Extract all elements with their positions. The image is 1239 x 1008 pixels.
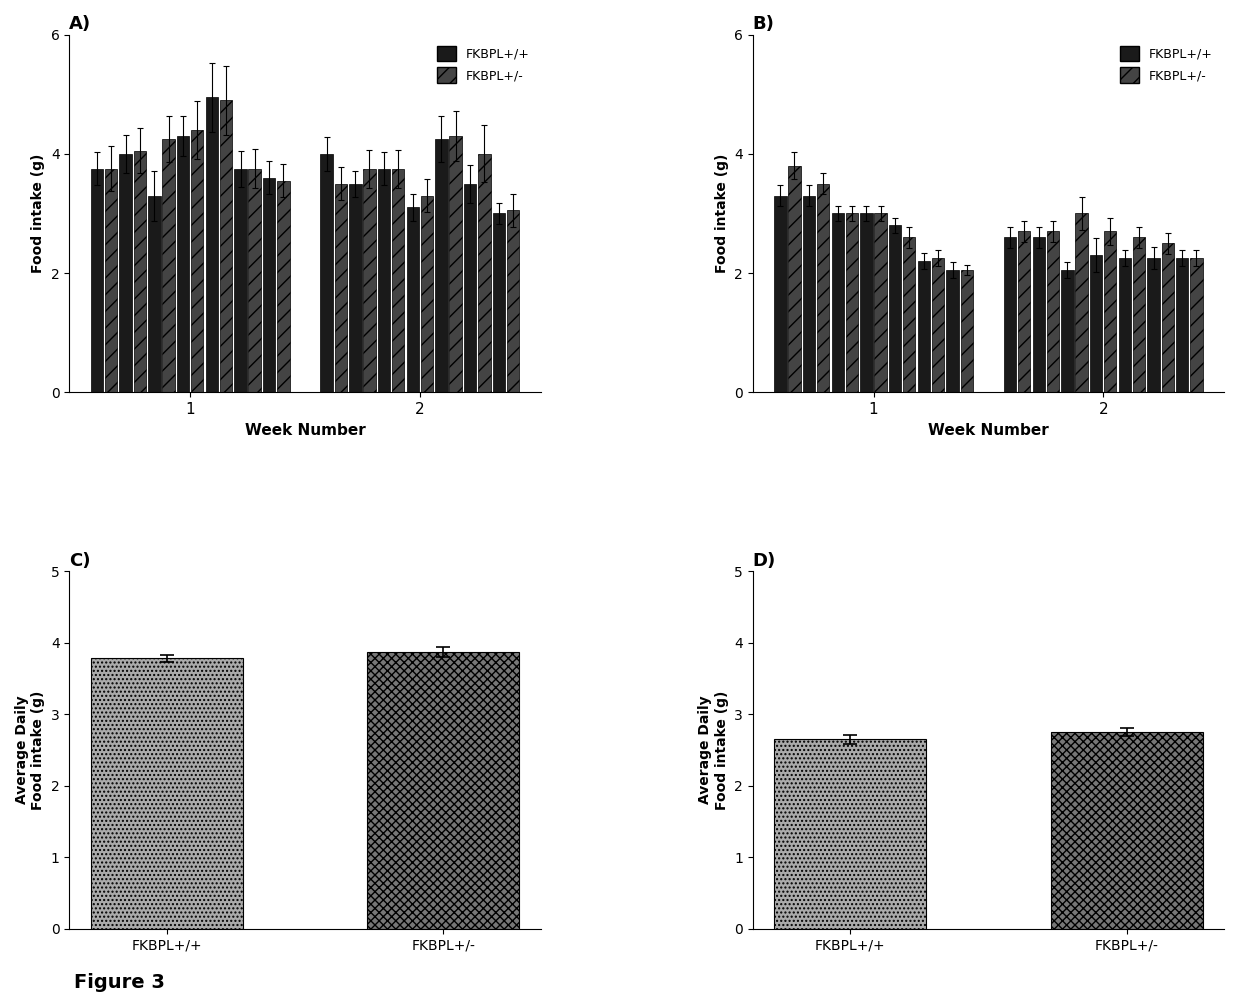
Bar: [392, 168, 404, 392]
Bar: [918, 261, 930, 392]
Bar: [774, 739, 927, 929]
Bar: [1051, 732, 1203, 929]
Bar: [1176, 258, 1188, 392]
Bar: [1132, 237, 1145, 392]
Bar: [1104, 231, 1116, 392]
Bar: [1032, 237, 1044, 392]
Bar: [177, 136, 190, 392]
Bar: [947, 270, 959, 392]
Text: A): A): [69, 15, 92, 33]
Bar: [335, 183, 347, 392]
Bar: [1018, 231, 1031, 392]
Bar: [1047, 231, 1059, 392]
Legend: FKBPL+/+, FKBPL+/-: FKBPL+/+, FKBPL+/-: [1115, 40, 1218, 88]
Bar: [831, 214, 844, 392]
Bar: [435, 139, 447, 392]
Bar: [263, 177, 275, 392]
Text: D): D): [753, 551, 776, 570]
Bar: [932, 258, 944, 392]
Bar: [846, 214, 859, 392]
Bar: [903, 237, 916, 392]
Bar: [493, 214, 506, 392]
Bar: [507, 211, 519, 392]
Bar: [349, 183, 362, 392]
Y-axis label: Food intake (g): Food intake (g): [31, 154, 45, 273]
Bar: [1119, 258, 1131, 392]
Bar: [817, 183, 829, 392]
Bar: [162, 139, 175, 392]
Bar: [1062, 270, 1074, 392]
Bar: [450, 136, 462, 392]
Bar: [788, 165, 800, 392]
Text: Figure 3: Figure 3: [74, 973, 165, 992]
Bar: [90, 168, 103, 392]
Bar: [960, 270, 973, 392]
Bar: [149, 196, 161, 392]
Bar: [478, 154, 491, 392]
Bar: [774, 196, 787, 392]
Bar: [463, 183, 476, 392]
Y-axis label: Food intake (g): Food intake (g): [715, 154, 729, 273]
Bar: [1090, 255, 1103, 392]
Bar: [234, 168, 247, 392]
Bar: [134, 151, 146, 392]
Bar: [1147, 258, 1160, 392]
Bar: [278, 180, 290, 392]
Bar: [1075, 214, 1088, 392]
Bar: [378, 168, 390, 392]
Bar: [875, 214, 887, 392]
Y-axis label: Average Daily
Food intake (g): Average Daily Food intake (g): [699, 690, 729, 809]
Bar: [191, 130, 203, 392]
Bar: [367, 652, 519, 929]
Bar: [90, 658, 243, 929]
X-axis label: Week Number: Week Number: [244, 422, 366, 437]
Bar: [1191, 258, 1203, 392]
Bar: [406, 208, 419, 392]
Text: B): B): [753, 15, 774, 33]
Text: C): C): [69, 551, 90, 570]
Bar: [249, 168, 261, 392]
Bar: [363, 168, 375, 392]
Bar: [105, 168, 118, 392]
Bar: [888, 226, 901, 392]
Bar: [1004, 237, 1016, 392]
Bar: [1161, 243, 1173, 392]
Bar: [421, 196, 434, 392]
Bar: [219, 100, 232, 392]
Y-axis label: Average Daily
Food intake (g): Average Daily Food intake (g): [15, 690, 45, 809]
Bar: [119, 154, 131, 392]
X-axis label: Week Number: Week Number: [928, 422, 1048, 437]
Bar: [321, 154, 333, 392]
Legend: FKBPL+/+, FKBPL+/-: FKBPL+/+, FKBPL+/-: [431, 40, 534, 88]
Bar: [860, 214, 872, 392]
Bar: [206, 97, 218, 392]
Bar: [803, 196, 815, 392]
